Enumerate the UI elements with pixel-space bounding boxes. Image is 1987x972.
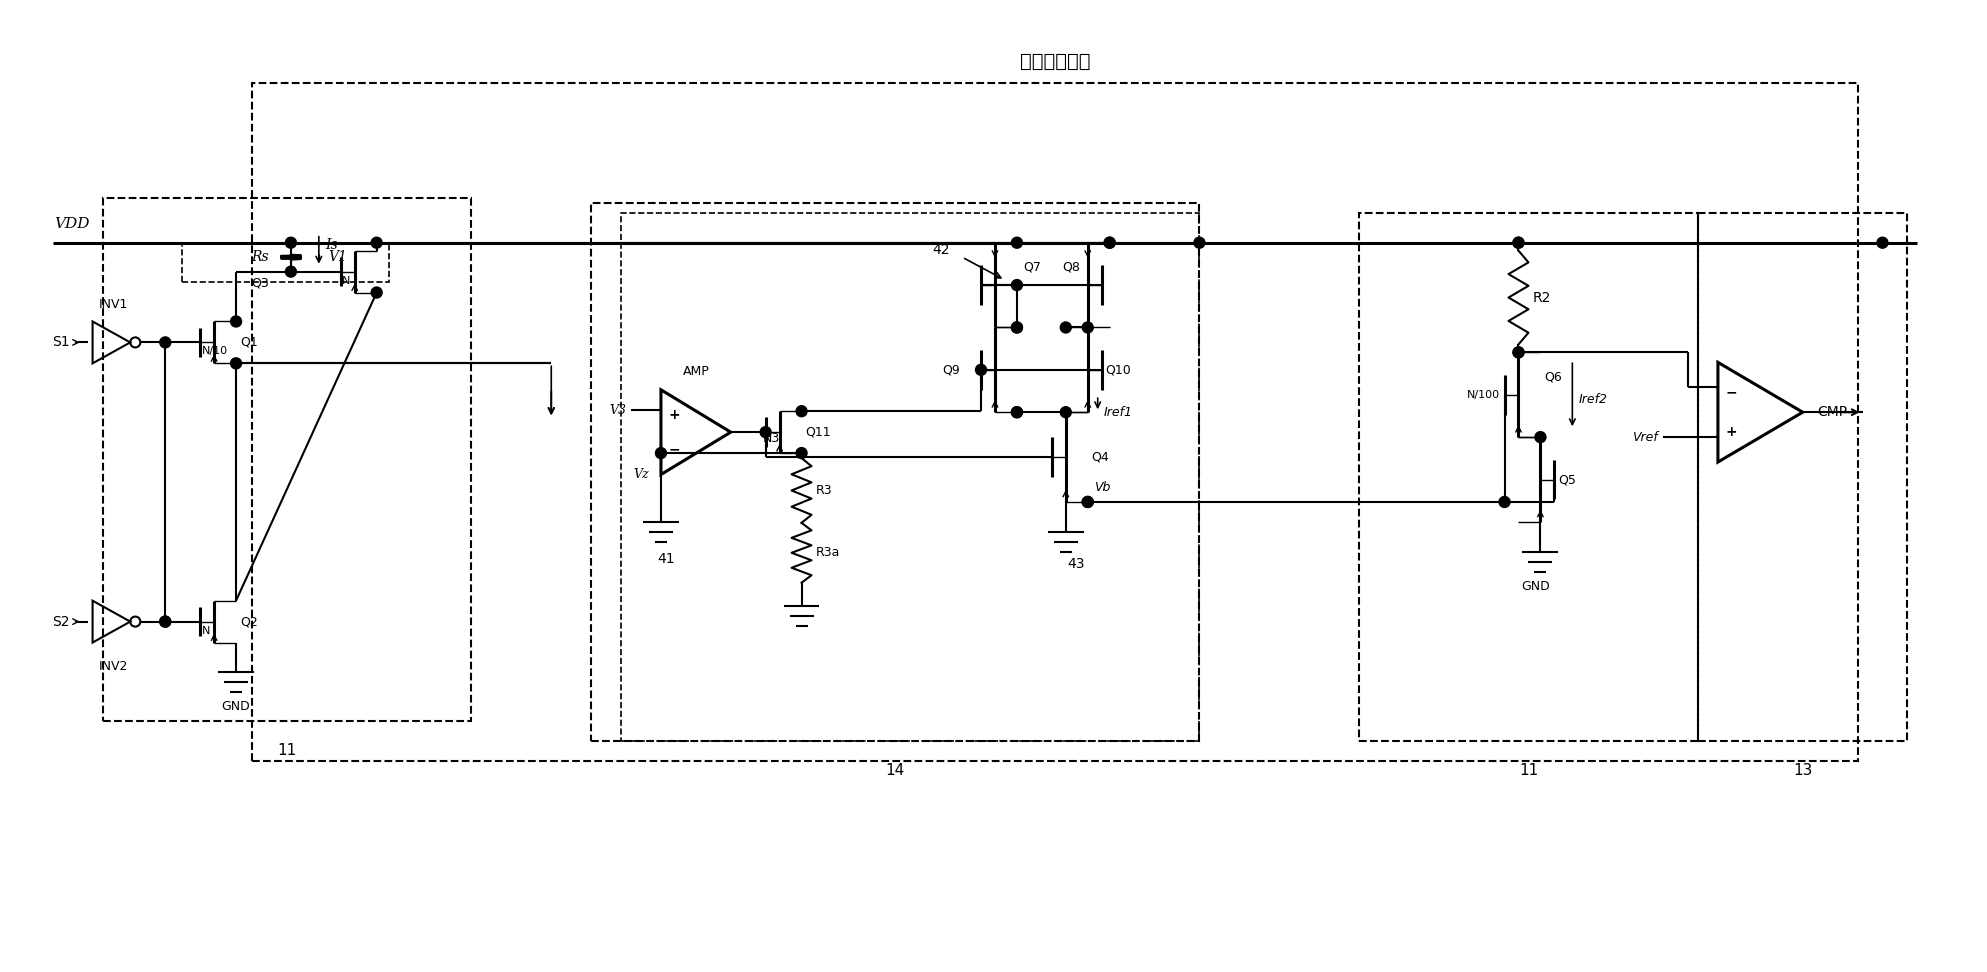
Text: +: + (1725, 425, 1737, 439)
Text: 11: 11 (1518, 763, 1538, 779)
Circle shape (1011, 406, 1023, 418)
Bar (183, 243, 389, 282)
Bar (1359, 213, 1699, 742)
Circle shape (656, 448, 666, 459)
Circle shape (1083, 497, 1093, 507)
Text: Q11: Q11 (805, 426, 831, 438)
Text: CMP: CMP (1818, 405, 1848, 419)
Bar (592, 203, 1200, 742)
Circle shape (1011, 322, 1023, 333)
Circle shape (1061, 322, 1071, 333)
Text: Vz: Vz (634, 468, 650, 480)
Circle shape (1512, 347, 1524, 358)
Text: R2: R2 (1532, 291, 1550, 304)
Circle shape (230, 358, 242, 368)
Text: +: + (668, 408, 680, 422)
Text: GND: GND (1522, 579, 1550, 593)
Text: −: − (668, 442, 680, 456)
Circle shape (1011, 406, 1023, 418)
Circle shape (761, 427, 771, 437)
Text: N: N (203, 626, 211, 636)
Circle shape (159, 616, 171, 627)
Text: N/10: N/10 (203, 346, 229, 357)
Text: 13: 13 (1792, 763, 1812, 779)
Text: V1: V1 (328, 250, 348, 263)
Text: Q6: Q6 (1544, 370, 1562, 383)
Text: Q2: Q2 (240, 615, 258, 628)
Circle shape (1512, 237, 1524, 248)
Circle shape (286, 266, 296, 277)
Text: Vref: Vref (1633, 431, 1657, 443)
Text: Q9: Q9 (942, 364, 960, 376)
Text: 42: 42 (932, 243, 950, 258)
Text: Q8: Q8 (1061, 260, 1079, 274)
Text: −: − (1725, 385, 1737, 399)
Text: Is: Is (324, 238, 338, 252)
Circle shape (1534, 432, 1546, 442)
Text: Q1: Q1 (240, 336, 258, 349)
Text: S2: S2 (52, 614, 70, 629)
Text: Iref1: Iref1 (1103, 405, 1133, 419)
Text: 电流检测电路: 电流检测电路 (1019, 52, 1091, 71)
Text: Q5: Q5 (1558, 473, 1576, 486)
Circle shape (976, 364, 986, 375)
Circle shape (1011, 280, 1023, 291)
Text: INV1: INV1 (99, 297, 129, 310)
Text: Q7: Q7 (1023, 260, 1041, 274)
Text: R3: R3 (815, 484, 833, 497)
Circle shape (1061, 406, 1071, 418)
Circle shape (230, 316, 242, 327)
Circle shape (1512, 237, 1524, 248)
Text: Q4: Q4 (1091, 451, 1109, 464)
Text: S1: S1 (52, 335, 70, 349)
Text: VDD: VDD (56, 217, 89, 230)
Text: Rs: Rs (250, 250, 268, 264)
Bar (103, 198, 471, 721)
Text: 11: 11 (278, 744, 296, 758)
Circle shape (1083, 322, 1093, 333)
Text: Iref2: Iref2 (1578, 394, 1607, 406)
Bar (252, 84, 1858, 761)
Text: GND: GND (223, 701, 250, 713)
Text: N: N (342, 276, 350, 286)
Text: N3: N3 (763, 433, 779, 445)
Circle shape (1011, 237, 1023, 248)
Bar (1699, 213, 1908, 742)
Circle shape (797, 405, 807, 417)
Circle shape (372, 287, 382, 298)
Text: 14: 14 (886, 763, 904, 779)
Text: R3a: R3a (815, 546, 841, 559)
Circle shape (797, 448, 807, 459)
Text: INV2: INV2 (99, 660, 129, 673)
Text: Vb: Vb (1093, 481, 1111, 494)
Circle shape (1878, 237, 1888, 248)
Circle shape (1105, 237, 1115, 248)
Text: N/100: N/100 (1466, 390, 1500, 399)
Bar (622, 213, 1200, 742)
Circle shape (159, 337, 171, 348)
Circle shape (1194, 237, 1204, 248)
Circle shape (1083, 497, 1093, 507)
Circle shape (1105, 237, 1115, 248)
Text: 43: 43 (1067, 557, 1085, 571)
Text: 41: 41 (658, 552, 676, 566)
Circle shape (1498, 497, 1510, 507)
Text: AMP: AMP (682, 364, 709, 378)
Circle shape (1512, 347, 1524, 358)
Circle shape (372, 237, 382, 248)
Circle shape (286, 237, 296, 248)
Circle shape (1011, 322, 1023, 333)
Text: Q3: Q3 (250, 277, 268, 290)
Text: Q10: Q10 (1105, 364, 1131, 376)
Circle shape (159, 616, 171, 627)
Text: V3: V3 (610, 403, 626, 417)
